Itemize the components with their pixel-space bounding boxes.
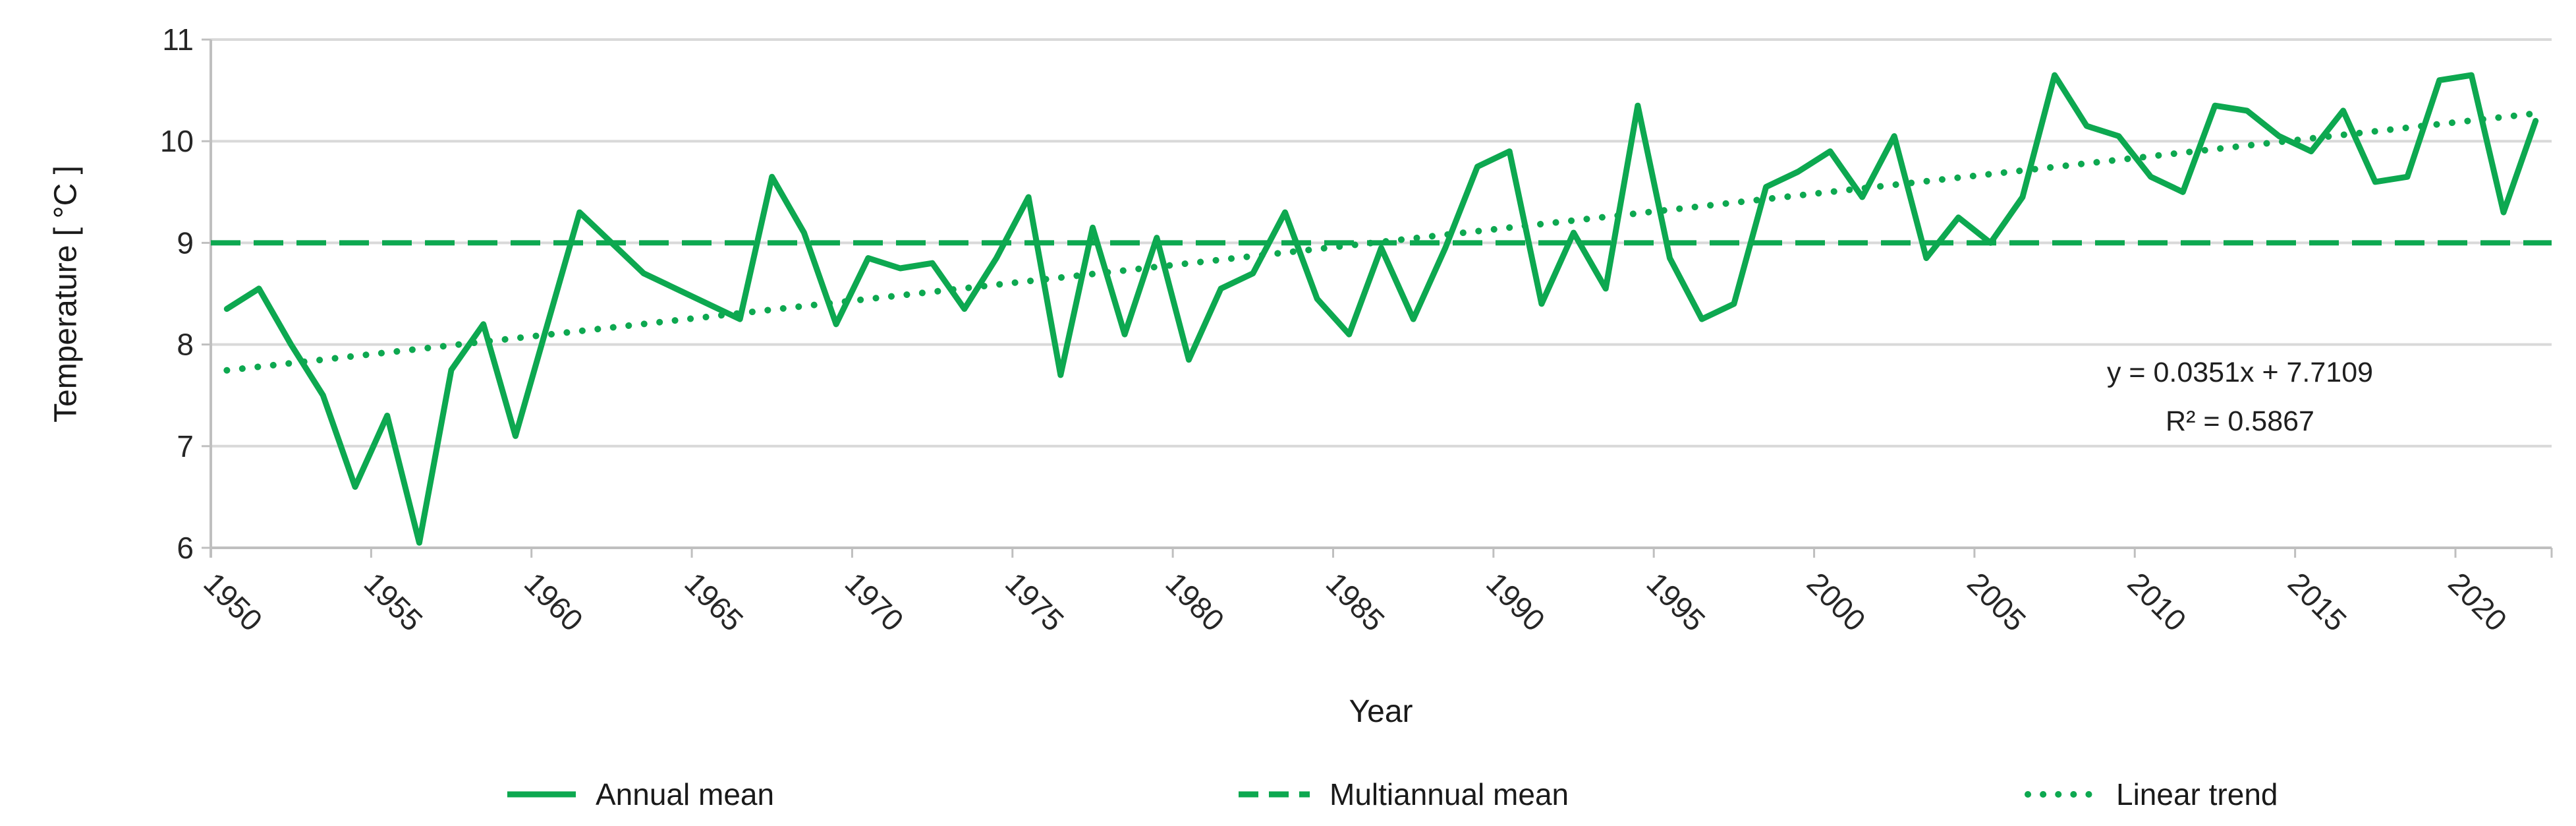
y-tick-label: 8	[177, 328, 194, 362]
chart-canvas: 6 7 8 9 10 11 1950 1955 1960 1965 1970 1975 1980 198…	[160, 22, 2553, 637]
x-tick-label: 2015	[2282, 566, 2353, 637]
x-tick-label: 1990	[1480, 566, 1552, 637]
trend-equation-annotation: y = 0.0351x + 7.7109 R² = 0.5867	[2062, 348, 2418, 446]
y-axis-tick-labels: 6 7 8 9 10 11	[160, 22, 194, 565]
x-tick-label: 2010	[2121, 566, 2193, 637]
x-tick-label: 2005	[1961, 566, 2032, 637]
y-tick-label: 11	[162, 22, 194, 57]
legend-swatch-solid-line	[507, 791, 576, 798]
y-tick-label: 7	[177, 429, 194, 463]
linear-trend-line	[223, 110, 2539, 374]
legend-item-linear-trend: Linear trend	[2024, 765, 2278, 824]
x-tick-label: 1980	[1159, 566, 1231, 637]
annual-mean-line	[223, 72, 2539, 546]
legend-label: Multiannual mean	[1330, 777, 1569, 811]
y-tick-label: 10	[160, 124, 194, 158]
x-tick-label: 1950	[197, 566, 269, 637]
x-axis-title: Year	[1349, 694, 1413, 729]
chart-legend: Annual mean Multiannual mean Linear tren…	[0, 765, 2576, 824]
x-tick-label: 1955	[358, 566, 430, 637]
x-tick-label: 2020	[2442, 566, 2513, 637]
axes	[202, 38, 2553, 558]
y-axis-title: Temperature [ °C ]	[48, 165, 84, 423]
series-layer	[211, 72, 2552, 546]
x-tick-label: 1985	[1320, 566, 1391, 637]
x-tick-label: 1965	[678, 566, 750, 637]
trend-r-squared-line: R² = 0.5867	[2166, 405, 2314, 437]
y-tick-label: 9	[177, 225, 194, 260]
y-tick-label: 6	[177, 531, 194, 565]
x-tick-label: 1995	[1640, 566, 1712, 637]
x-tick-label: 1970	[839, 566, 910, 637]
legend-item-annual-mean: Annual mean	[506, 765, 774, 824]
legend-label: Linear trend	[2116, 777, 2278, 811]
x-axis-tick-labels: 1950 1955 1960 1965 1970 1975 1980 1985 1990 1995…	[197, 566, 2513, 637]
legend-swatch-dashed-line	[1239, 791, 1310, 798]
gridlines	[211, 38, 2552, 549]
x-tick-label: 1975	[999, 566, 1071, 637]
x-tick-label: 1960	[518, 566, 590, 637]
x-tick-label: 2000	[1801, 566, 1872, 637]
legend-item-multiannual-mean: Multiannual mean	[1237, 765, 1569, 824]
legend-label: Annual mean	[596, 777, 775, 811]
trend-equation-line: y = 0.0351x + 7.7109	[2106, 357, 2374, 388]
legend-swatch-dotted-line	[2025, 791, 2098, 798]
